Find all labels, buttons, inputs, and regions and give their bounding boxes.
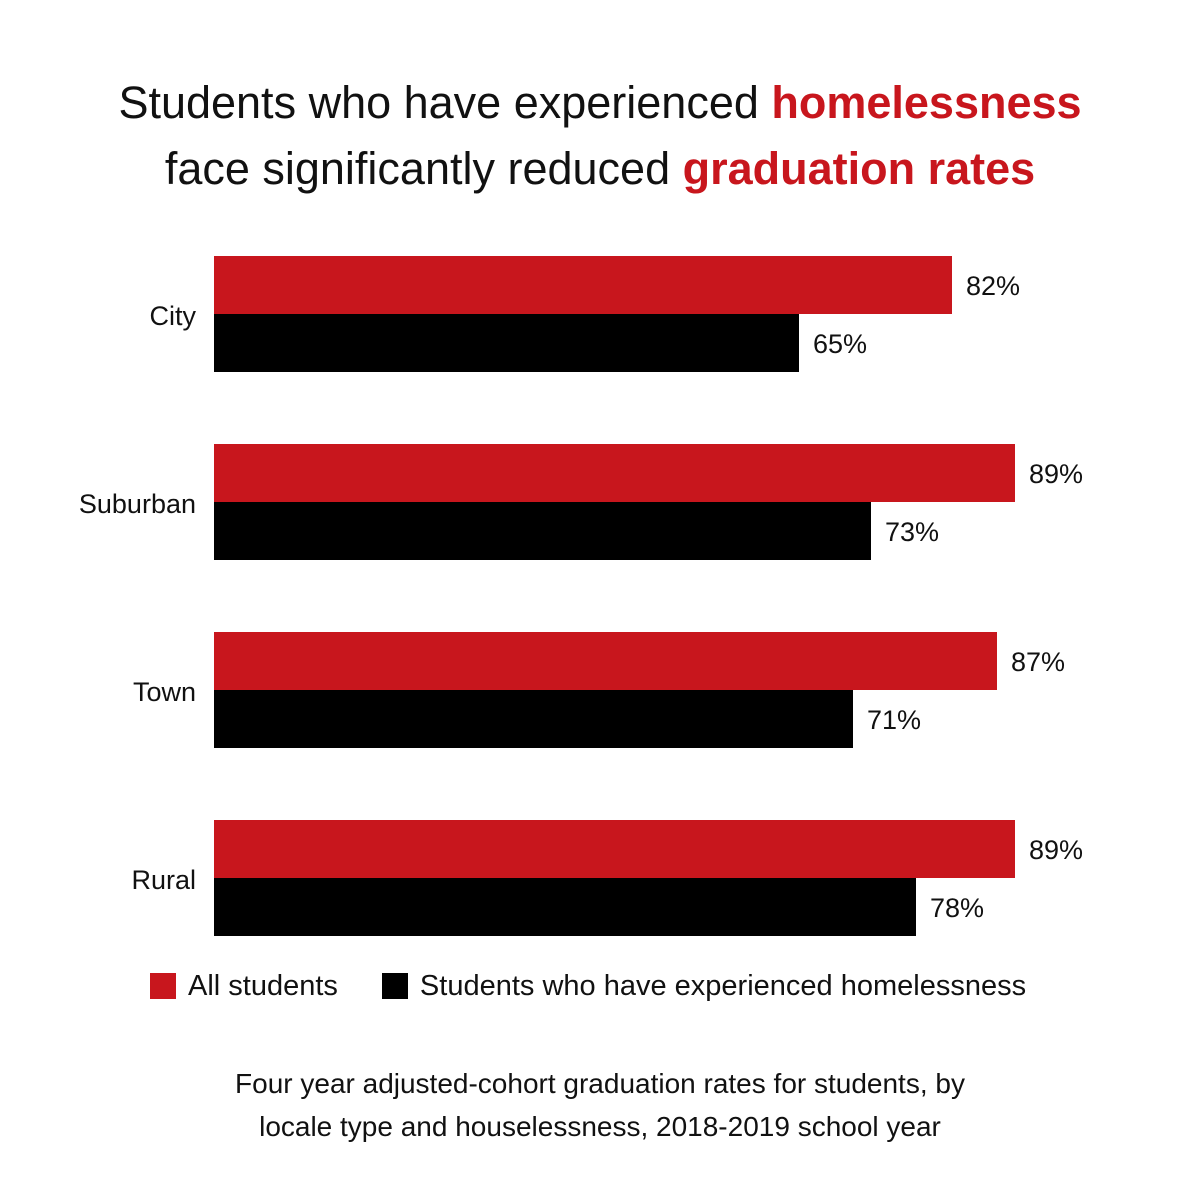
- title-line-1: Students who have experienced homelessne…: [0, 70, 1200, 136]
- category-label-suburban: Suburban: [79, 489, 196, 519]
- bar-suburban-all-students: [214, 444, 1015, 502]
- value-label-rural-all-students: 89%: [1029, 835, 1083, 865]
- value-label-city-all-students: 82%: [966, 271, 1020, 301]
- bar-rural-all-students: [214, 820, 1015, 878]
- legend-swatch-homeless: [381, 973, 408, 999]
- category-label-city: City: [150, 301, 197, 331]
- legend-swatch-all-students: [150, 973, 176, 999]
- legend-label-all-students: All students: [188, 969, 338, 1002]
- value-label-city-homeless: 65%: [813, 329, 867, 359]
- category-label-town: Town: [133, 677, 196, 707]
- bar-chart: City 82% 65% Suburban 89% 73% Town 87% 71% Rural 8…: [79, 256, 1083, 936]
- chart-title: Students who have experienced homelessne…: [0, 70, 1200, 202]
- value-label-town-all-students: 87%: [1011, 647, 1065, 677]
- chart-legend: All students Students who have experienc…: [150, 966, 1026, 1006]
- caption-line-1: Four year adjusted-cohort graduation rat…: [235, 1068, 965, 1099]
- value-label-rural-homeless: 78%: [930, 893, 984, 923]
- bar-town-all-students: [214, 632, 997, 690]
- bar-rural-homeless: [214, 878, 916, 936]
- legend-label-homeless: Students who have experienced homelessne…: [419, 969, 1027, 1002]
- title-line-1-text: Students who have experienced: [118, 77, 772, 128]
- title-line-2: face significantly reduced graduation ra…: [0, 136, 1200, 202]
- legend-item-all-students: All students: [150, 970, 338, 1003]
- value-label-town-homeless: 71%: [867, 705, 921, 735]
- title-highlight-graduation-rates: graduation rates: [682, 143, 1036, 194]
- category-label-rural: Rural: [131, 865, 196, 895]
- caption-line-2: locale type and houselessness, 2018-2019…: [259, 1111, 941, 1142]
- bar-suburban-homeless: [214, 502, 871, 560]
- chart-caption: Four year adjusted-cohort graduation rat…: [0, 1062, 1200, 1148]
- value-label-suburban-homeless: 73%: [885, 517, 939, 547]
- title-line-2-text: face significantly reduced: [164, 143, 683, 194]
- title-highlight-homelessness: homelessness: [771, 77, 1082, 128]
- value-label-suburban-all-students: 89%: [1029, 459, 1083, 489]
- bar-city-homeless: [214, 314, 799, 372]
- bar-city-all-students: [214, 256, 952, 314]
- legend-item-homeless: Students who have experienced homelessne…: [381, 969, 1027, 1003]
- bar-town-homeless: [214, 690, 853, 748]
